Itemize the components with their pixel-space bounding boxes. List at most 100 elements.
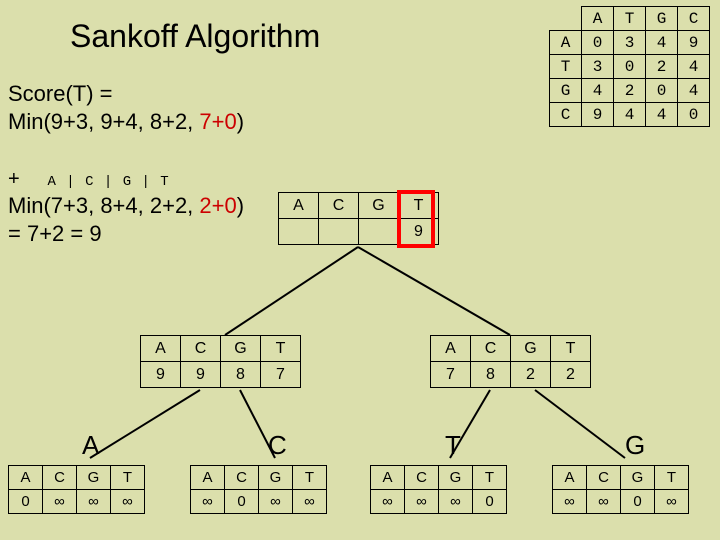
highlight-box xyxy=(397,190,435,248)
costmat-col-T: T xyxy=(614,7,646,31)
plus-line: + A | C | G | T xyxy=(8,168,170,191)
min2-highlight: 2+0 xyxy=(199,193,236,218)
leaf-label-G: G xyxy=(625,430,645,461)
costmat-col-G: G xyxy=(646,7,678,31)
page-title: Sankoff Algorithm xyxy=(70,18,320,55)
cell: G xyxy=(621,466,655,490)
costmat-row-C: C xyxy=(550,103,582,127)
cell: ∞ xyxy=(587,490,621,514)
cell: 8 xyxy=(221,362,261,388)
plus-sign: + xyxy=(8,168,20,190)
cell: ∞ xyxy=(43,490,77,514)
cell: C xyxy=(587,466,621,490)
min2a: Min(7+3, 8+4, 2+2, xyxy=(8,193,199,218)
cell: G xyxy=(359,193,399,219)
cell: T xyxy=(655,466,689,490)
min2-text: Min(7+3, 8+4, 2+2, 2+0) = 7+2 = 9 xyxy=(8,192,244,247)
leaf-G-table: ACGT ∞∞0∞ xyxy=(552,465,689,514)
cell: ∞ xyxy=(111,490,145,514)
mid-left-table: ACGT 9987 xyxy=(140,335,301,388)
cell: G xyxy=(511,336,551,362)
cell: ∞ xyxy=(293,490,327,514)
score-line2c: ) xyxy=(237,109,244,134)
cell xyxy=(279,219,319,245)
cell: ∞ xyxy=(371,490,405,514)
cell: C xyxy=(471,336,511,362)
cell: G xyxy=(77,466,111,490)
cell: T xyxy=(261,336,301,362)
cell: ∞ xyxy=(405,490,439,514)
cell: ∞ xyxy=(439,490,473,514)
min2d: = 7+2 = 9 xyxy=(8,221,102,246)
leaf-C-table: ACGT ∞0∞∞ xyxy=(190,465,327,514)
cell: 3 xyxy=(614,31,646,55)
cell: A xyxy=(141,336,181,362)
cell: 0 xyxy=(621,490,655,514)
cell xyxy=(359,219,399,245)
leaf-label-A: A xyxy=(82,430,99,461)
cell: G xyxy=(221,336,261,362)
cell: 8 xyxy=(471,362,511,388)
score-line1: Score(T) = xyxy=(8,81,113,106)
cell: 4 xyxy=(646,103,678,127)
cell: 0 xyxy=(614,55,646,79)
costmat-row-T: T xyxy=(550,55,582,79)
cell: ∞ xyxy=(259,490,293,514)
cell xyxy=(319,219,359,245)
cell: 2 xyxy=(551,362,591,388)
costmat-row-A: A xyxy=(550,31,582,55)
cell: T xyxy=(293,466,327,490)
costmat-col-A: A xyxy=(582,7,614,31)
cell: 2 xyxy=(511,362,551,388)
cell: A xyxy=(371,466,405,490)
cell: T xyxy=(551,336,591,362)
cell: 0 xyxy=(582,31,614,55)
cell: 0 xyxy=(225,490,259,514)
cost-matrix: A T G C A0349 T3024 G4204 C9440 xyxy=(549,6,710,127)
costmat-row-G: G xyxy=(550,79,582,103)
leaf-T-table: ACGT ∞∞∞0 xyxy=(370,465,507,514)
cell: 9 xyxy=(181,362,221,388)
cell: 9 xyxy=(678,31,710,55)
cell: 0 xyxy=(646,79,678,103)
cell: 4 xyxy=(614,103,646,127)
score-text: Score(T) = Min(9+3, 9+4, 8+2, 7+0) xyxy=(8,80,244,135)
cell: A xyxy=(431,336,471,362)
cell: C xyxy=(181,336,221,362)
cell: 7 xyxy=(431,362,471,388)
cell: 7 xyxy=(261,362,301,388)
cell: 9 xyxy=(582,103,614,127)
cell: 0 xyxy=(9,490,43,514)
acgt-guide: A | C | G | T xyxy=(47,174,169,190)
cell: 4 xyxy=(678,55,710,79)
cell: C xyxy=(405,466,439,490)
score-highlight: 7+0 xyxy=(199,109,236,134)
cell: ∞ xyxy=(77,490,111,514)
cell: 4 xyxy=(646,31,678,55)
leaf-A-table: ACGT 0∞∞∞ xyxy=(8,465,145,514)
cell: 0 xyxy=(473,490,507,514)
cell: 2 xyxy=(646,55,678,79)
cell: ∞ xyxy=(655,490,689,514)
cell: 2 xyxy=(614,79,646,103)
cell: A xyxy=(191,466,225,490)
cell: 9 xyxy=(141,362,181,388)
cell: A xyxy=(279,193,319,219)
cell: C xyxy=(43,466,77,490)
cell: A xyxy=(9,466,43,490)
cell: T xyxy=(111,466,145,490)
cell: T xyxy=(473,466,507,490)
cell: G xyxy=(259,466,293,490)
leaf-label-T: T xyxy=(445,430,461,461)
mid-right-table: ACGT 7822 xyxy=(430,335,591,388)
costmat-col-C: C xyxy=(678,7,710,31)
cell: G xyxy=(439,466,473,490)
leaf-label-C: C xyxy=(268,430,287,461)
cell: C xyxy=(319,193,359,219)
cell: ∞ xyxy=(191,490,225,514)
cell: A xyxy=(553,466,587,490)
min2c: ) xyxy=(237,193,244,218)
cell: 4 xyxy=(582,79,614,103)
cell: 0 xyxy=(678,103,710,127)
cell: C xyxy=(225,466,259,490)
